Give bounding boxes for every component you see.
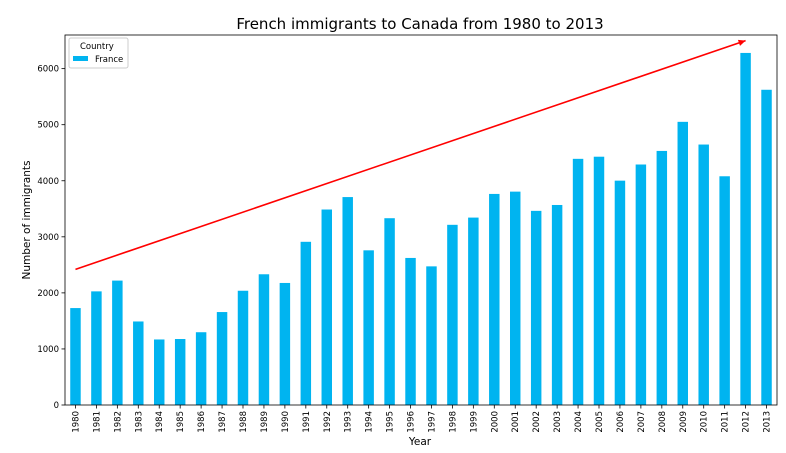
x-tick-label: 1994 (365, 411, 375, 433)
bar-1984 (154, 339, 165, 405)
bar-1980 (70, 308, 81, 405)
x-tick-label: 2001 (511, 411, 521, 433)
x-axis: 1980 1981 1982 1983 1984 1985 1986 1987 1988 1989… (71, 405, 773, 433)
y-tick-label: 3000 (37, 233, 59, 243)
legend-item-france: France (95, 55, 123, 65)
bar-1989 (258, 274, 270, 405)
bar-1992 (321, 209, 332, 405)
x-tick-label: 1988 (239, 411, 249, 433)
bar-1985 (174, 339, 186, 405)
x-tick-label: 2005 (595, 411, 605, 433)
bar-2000 (489, 193, 500, 405)
bar-1983 (133, 321, 144, 405)
x-tick-label: 1992 (323, 411, 333, 433)
x-tick-label: 2006 (616, 411, 626, 433)
bar-2007 (635, 164, 647, 405)
x-tick-label: 1997 (427, 411, 437, 433)
x-tick-label: 1987 (218, 411, 228, 433)
bar-2010 (698, 144, 709, 406)
x-tick-label: 1982 (113, 411, 123, 433)
y-tick-label: 0 (54, 401, 59, 411)
trend-arrow-line (75, 39, 746, 271)
bar-2011 (719, 176, 730, 405)
y-tick-label: 5000 (37, 121, 59, 131)
y-tick-label: 4000 (37, 177, 59, 187)
x-tick-label: 1981 (92, 411, 102, 433)
x-tick-label: 2004 (574, 411, 584, 433)
bar-1988 (237, 290, 249, 405)
bar-2013 (761, 89, 772, 406)
x-tick-label: 2003 (553, 411, 563, 433)
x-tick-label: 1983 (134, 411, 144, 433)
x-axis-label: Year (408, 436, 432, 448)
bar-2001 (510, 191, 521, 405)
x-tick-label: 1986 (197, 411, 207, 433)
bar-1997 (426, 266, 437, 405)
x-tick-label: 1985 (176, 411, 186, 433)
bar-1998 (447, 224, 458, 405)
x-tick-label: 2002 (532, 411, 542, 433)
bar-1999 (468, 217, 479, 405)
bar-2009 (677, 121, 688, 405)
bar-2006 (614, 180, 626, 405)
x-tick-label: 1996 (407, 411, 417, 433)
y-axis-label: Number of immigrants (21, 161, 33, 280)
x-tick-label: 2010 (700, 411, 710, 433)
bar-1982 (112, 280, 123, 405)
trend-arrow-head (737, 39, 746, 46)
legend-title: Country (80, 42, 114, 52)
x-tick-label: 1989 (260, 411, 270, 433)
bar-1995 (384, 218, 395, 405)
x-tick-label: 1995 (386, 411, 396, 433)
legend-swatch (73, 56, 88, 61)
bar-1994 (363, 250, 374, 405)
bar-2004 (572, 158, 584, 405)
y-tick-label: 2000 (37, 289, 59, 299)
x-tick-label: 2000 (490, 411, 500, 433)
plot-frame (64, 34, 778, 406)
bar-2008 (656, 150, 668, 405)
bar-2012 (740, 52, 751, 405)
x-tick-label: 2009 (679, 411, 689, 433)
y-axis: 0 1000 2000 3000 4000 5000 6000 (37, 65, 65, 411)
x-tick-label: 2013 (763, 411, 773, 433)
x-tick-label: 1991 (302, 411, 312, 433)
bar-1987 (216, 312, 228, 405)
bar-2005 (593, 156, 605, 405)
legend: Country France (68, 37, 129, 69)
bar-2003 (551, 204, 563, 405)
x-tick-label: 1998 (448, 411, 458, 433)
bar-1990 (279, 282, 291, 405)
y-tick-label: 6000 (37, 65, 59, 75)
bar-2002 (530, 210, 542, 405)
chart-title: French immigrants to Canada from 1980 to… (236, 15, 603, 33)
x-tick-label: 1999 (469, 411, 479, 433)
x-tick-label: 2012 (742, 411, 752, 433)
x-tick-label: 1984 (155, 411, 165, 433)
x-tick-label: 1980 (71, 411, 81, 433)
y-tick-label: 1000 (37, 345, 59, 355)
x-tick-label: 2008 (658, 411, 668, 433)
x-tick-label: 1993 (344, 411, 354, 433)
x-tick-label: 1990 (281, 411, 291, 433)
bar-1993 (342, 197, 353, 405)
bar-1981 (91, 291, 102, 405)
bar-1986 (195, 332, 207, 405)
plot-area (64, 34, 778, 406)
bar-1991 (300, 241, 312, 405)
bar-1996 (405, 257, 416, 405)
x-tick-label: 2011 (721, 411, 731, 433)
x-tick-label: 2007 (637, 411, 647, 433)
